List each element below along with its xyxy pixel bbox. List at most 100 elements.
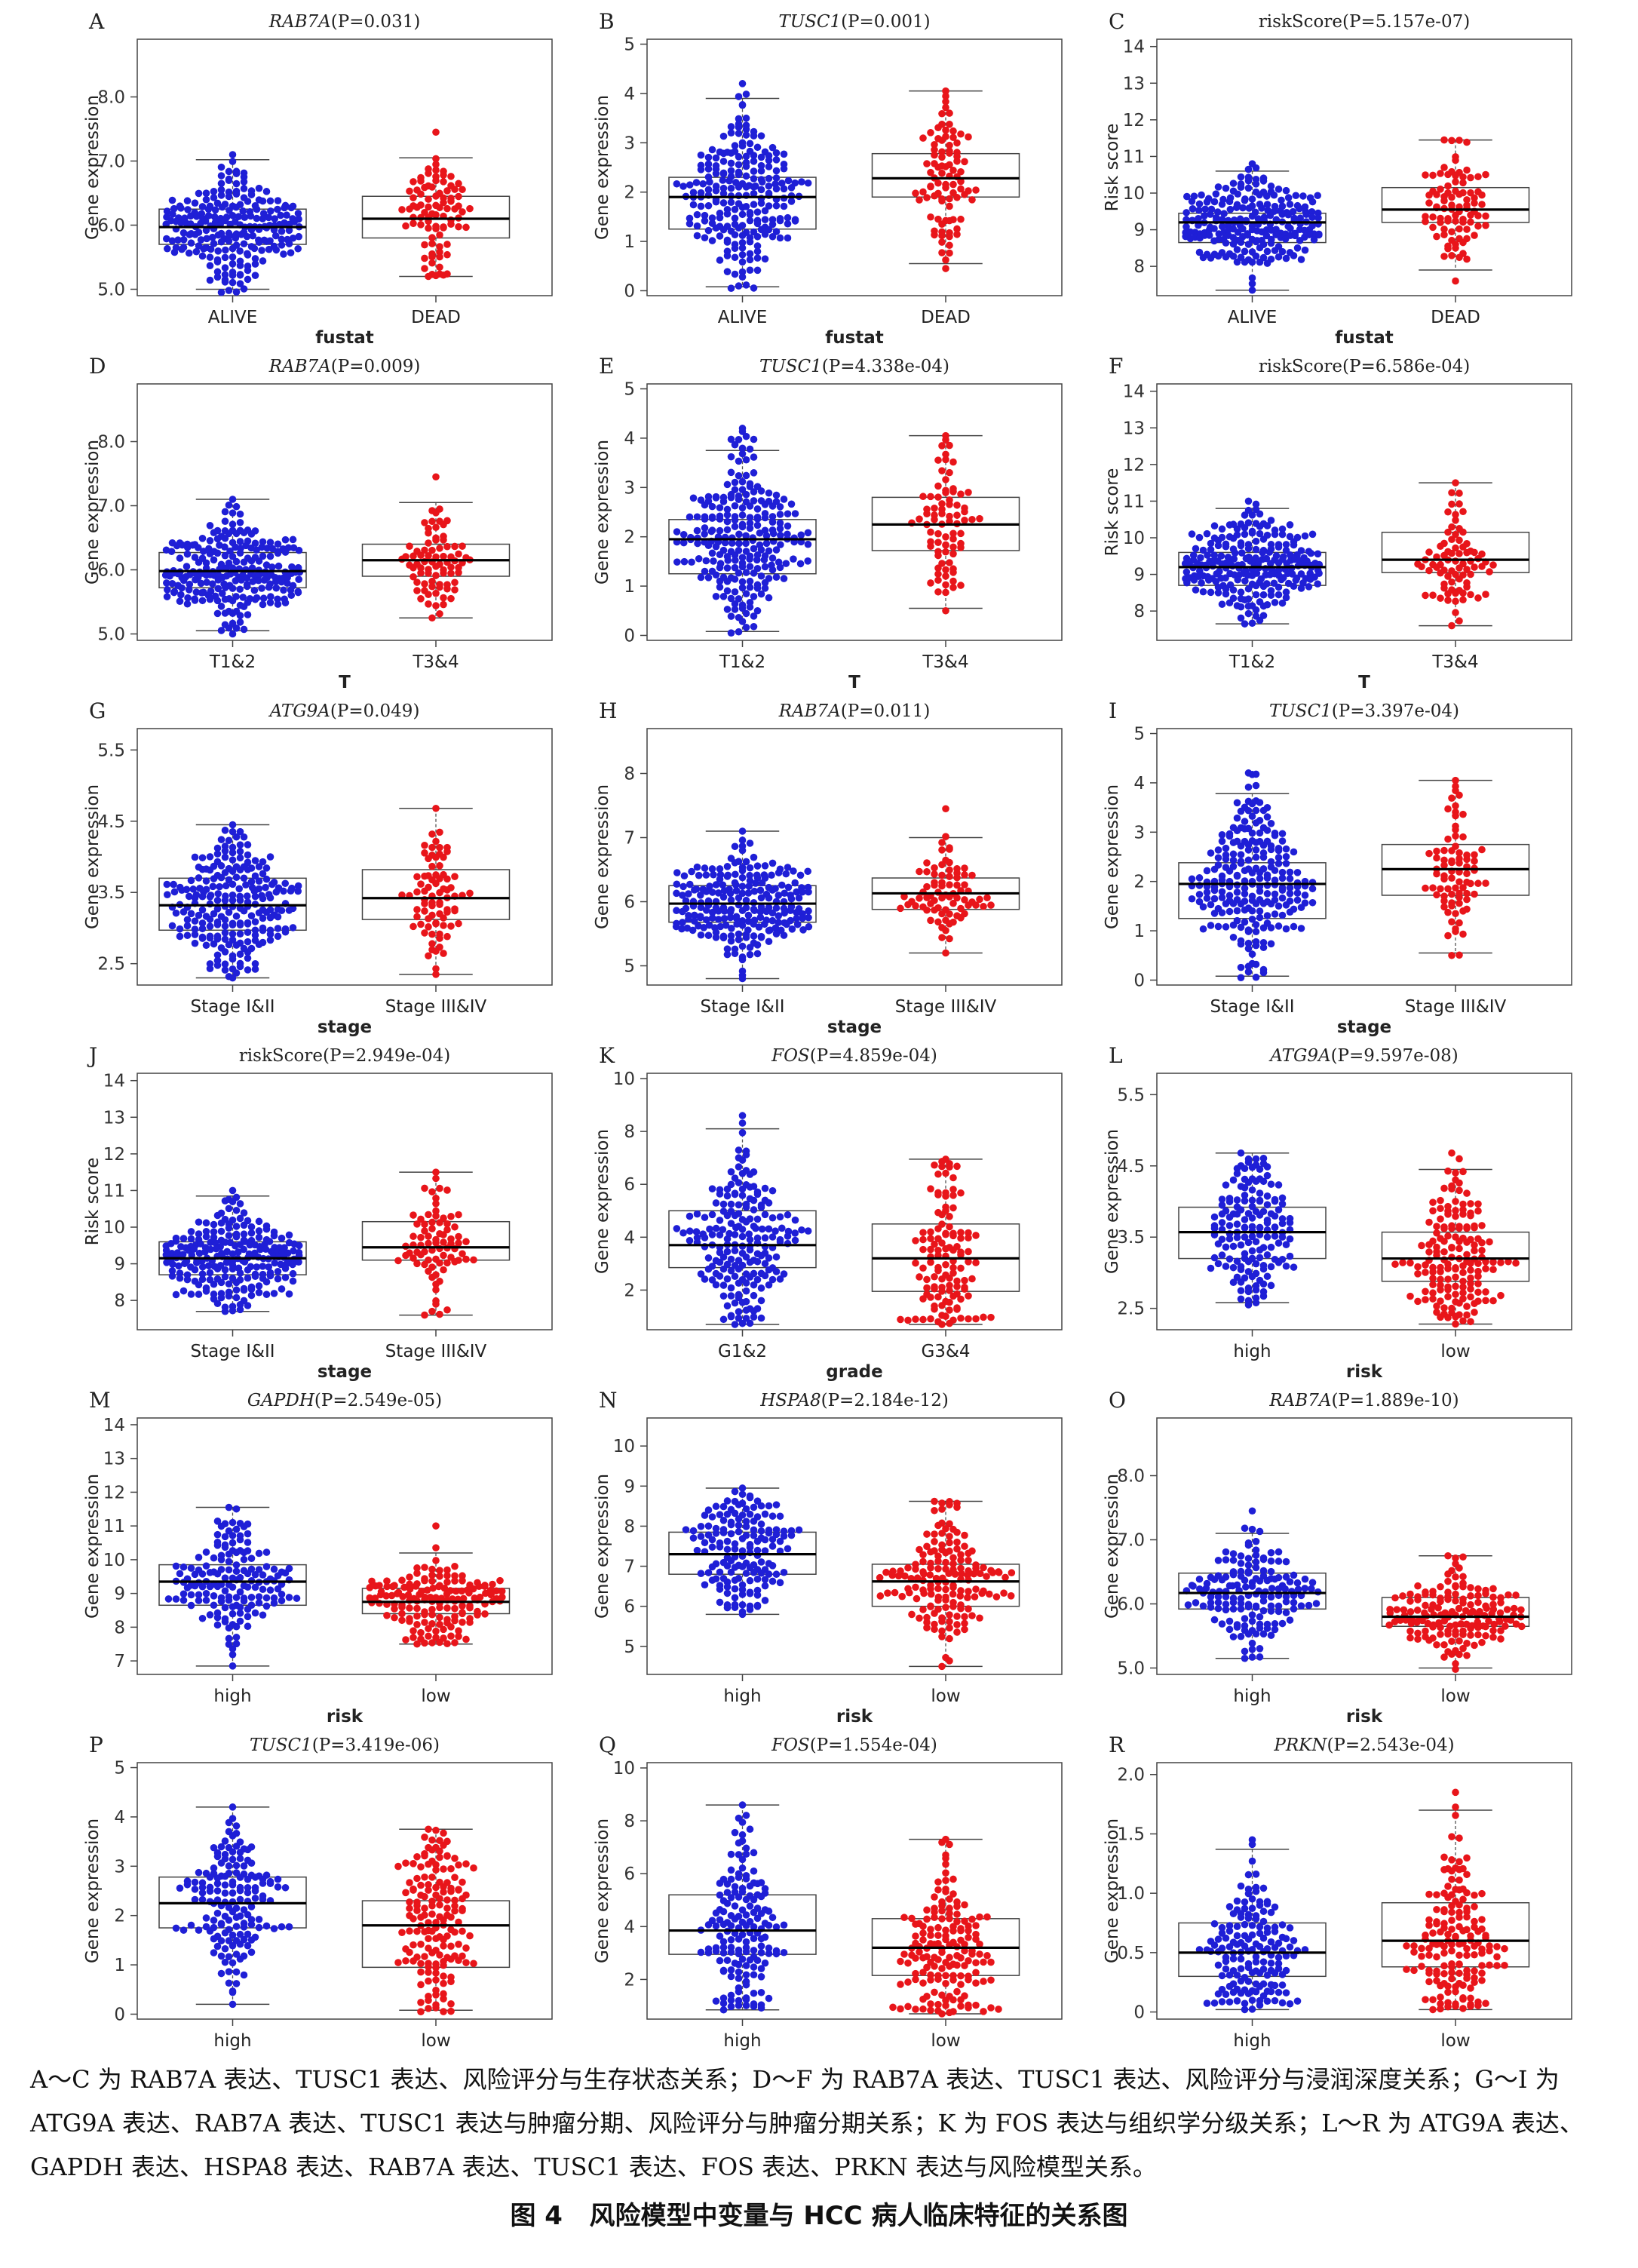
data-point (428, 1571, 436, 1579)
data-point (1210, 225, 1218, 232)
data-point (432, 1168, 440, 1176)
data-point (750, 612, 758, 620)
data-point (961, 1531, 968, 1539)
data-point (421, 241, 428, 249)
data-point (753, 556, 761, 564)
y-tick-label: 12 (1123, 456, 1145, 475)
data-point (784, 219, 792, 228)
data-point (949, 584, 957, 591)
data-point (211, 206, 219, 214)
data-point (1452, 1207, 1459, 1214)
data-point (1237, 603, 1245, 611)
data-point (164, 1595, 173, 1603)
data-point (294, 588, 302, 597)
data-point (946, 468, 953, 477)
data-point (723, 1604, 732, 1612)
data-point (1425, 548, 1433, 556)
data-point (229, 609, 237, 618)
data-point (210, 187, 218, 195)
data-point (1471, 1241, 1478, 1249)
data-point (719, 1529, 728, 1536)
data-point (953, 1162, 961, 1171)
data-point (413, 906, 421, 913)
data-point (946, 1501, 953, 1508)
data-point (225, 232, 234, 239)
data-point (1474, 173, 1482, 181)
data-point (272, 584, 281, 592)
data-point (206, 1269, 214, 1277)
data-point (1201, 205, 1209, 213)
data-point (723, 1211, 732, 1220)
data-point (946, 866, 953, 874)
data-point (710, 557, 717, 565)
data-point (428, 253, 436, 261)
data-point (916, 895, 923, 902)
data-point (753, 266, 762, 275)
data-point (283, 211, 290, 219)
x-axis-label: stage (1337, 1017, 1391, 1037)
data-point (738, 1535, 747, 1542)
data-point (723, 873, 732, 880)
data-point (1259, 853, 1268, 861)
data-point (294, 210, 302, 217)
data-point (1218, 600, 1226, 608)
data-point (451, 542, 459, 551)
data-point (1448, 951, 1455, 959)
data-point (202, 1219, 210, 1227)
data-point (1226, 205, 1235, 213)
y-tick-label: 11 (1123, 492, 1145, 511)
data-point (1252, 806, 1260, 815)
data-point (768, 886, 777, 894)
data-point (765, 594, 773, 602)
data-point (716, 1511, 724, 1518)
data-point (1299, 192, 1307, 200)
data-point (738, 450, 747, 458)
data-point (229, 1662, 237, 1670)
data-point (265, 1238, 274, 1245)
data-point (1275, 543, 1283, 551)
data-point (712, 1530, 720, 1537)
data-point (765, 1502, 773, 1510)
data-point (919, 1315, 927, 1324)
data-point (727, 1530, 735, 1538)
data-point (750, 152, 758, 159)
data-point (251, 918, 259, 925)
data-point (191, 597, 199, 604)
data-point (1297, 904, 1305, 911)
data-point (221, 1587, 229, 1595)
data-point (217, 186, 225, 194)
data-point (229, 856, 237, 864)
data-point (949, 1269, 957, 1277)
data-point (942, 926, 949, 935)
data-point (1241, 1224, 1249, 1232)
data-point (746, 1510, 754, 1518)
data-point (451, 1604, 459, 1613)
data-point (443, 241, 451, 248)
y-tick-label: 4 (1133, 774, 1145, 793)
data-point (946, 1657, 953, 1665)
data-point (206, 934, 214, 942)
data-point (731, 1540, 739, 1548)
data-point (919, 1229, 927, 1236)
data-point (1263, 247, 1271, 256)
data-point (1391, 1260, 1399, 1268)
data-point (213, 273, 222, 281)
data-point (938, 871, 946, 879)
data-point (206, 276, 214, 284)
data-point (701, 1539, 709, 1547)
data-point (1229, 839, 1238, 846)
data-point (179, 1590, 188, 1598)
data-point (1233, 1233, 1241, 1241)
y-axis-label: Gene expression (83, 1474, 103, 1619)
data-point (912, 189, 919, 198)
data-point (247, 1223, 256, 1231)
data-point (221, 960, 229, 968)
data-point (278, 241, 286, 249)
data-point (255, 238, 263, 246)
data-point (213, 1621, 222, 1629)
data-point (1429, 213, 1437, 221)
data-point (277, 1260, 284, 1269)
data-point (383, 1582, 391, 1591)
data-point (776, 234, 784, 242)
data-point (266, 1586, 275, 1594)
